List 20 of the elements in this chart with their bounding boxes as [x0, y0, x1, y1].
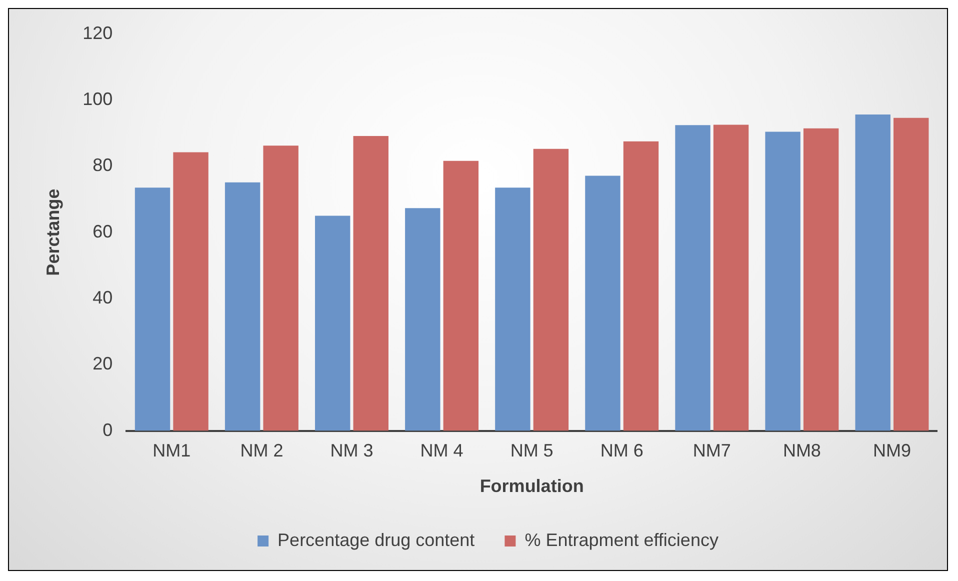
y-tick-label: 40 — [92, 287, 113, 308]
x-tick-label: NM1 — [152, 440, 191, 461]
x-tick-label: NM 3 — [330, 440, 374, 461]
y-axis-title: Perctange — [42, 188, 63, 276]
x-tick-label: NM 4 — [420, 440, 464, 461]
y-tick-label: 100 — [82, 88, 113, 109]
x-tick-label: NM 5 — [510, 440, 554, 461]
x-axis-title: Formulation — [480, 476, 584, 496]
y-tick-label: 0 — [102, 420, 113, 440]
x-tick-label: NM9 — [872, 440, 911, 461]
y-tick-label: 20 — [92, 354, 113, 374]
x-tick-label: NM 2 — [240, 440, 284, 461]
y-tick-label: 60 — [92, 221, 113, 242]
y-tick-label: 120 — [82, 22, 113, 43]
x-tick-label: NM 6 — [600, 440, 644, 461]
x-tick-label: NM8 — [782, 440, 821, 461]
y-tick-label: 80 — [92, 155, 113, 176]
x-tick-label: NM7 — [692, 440, 731, 461]
legend-label: % Entrapment efficiency — [524, 530, 718, 550]
legend-label: Percentage drug content — [278, 530, 475, 550]
